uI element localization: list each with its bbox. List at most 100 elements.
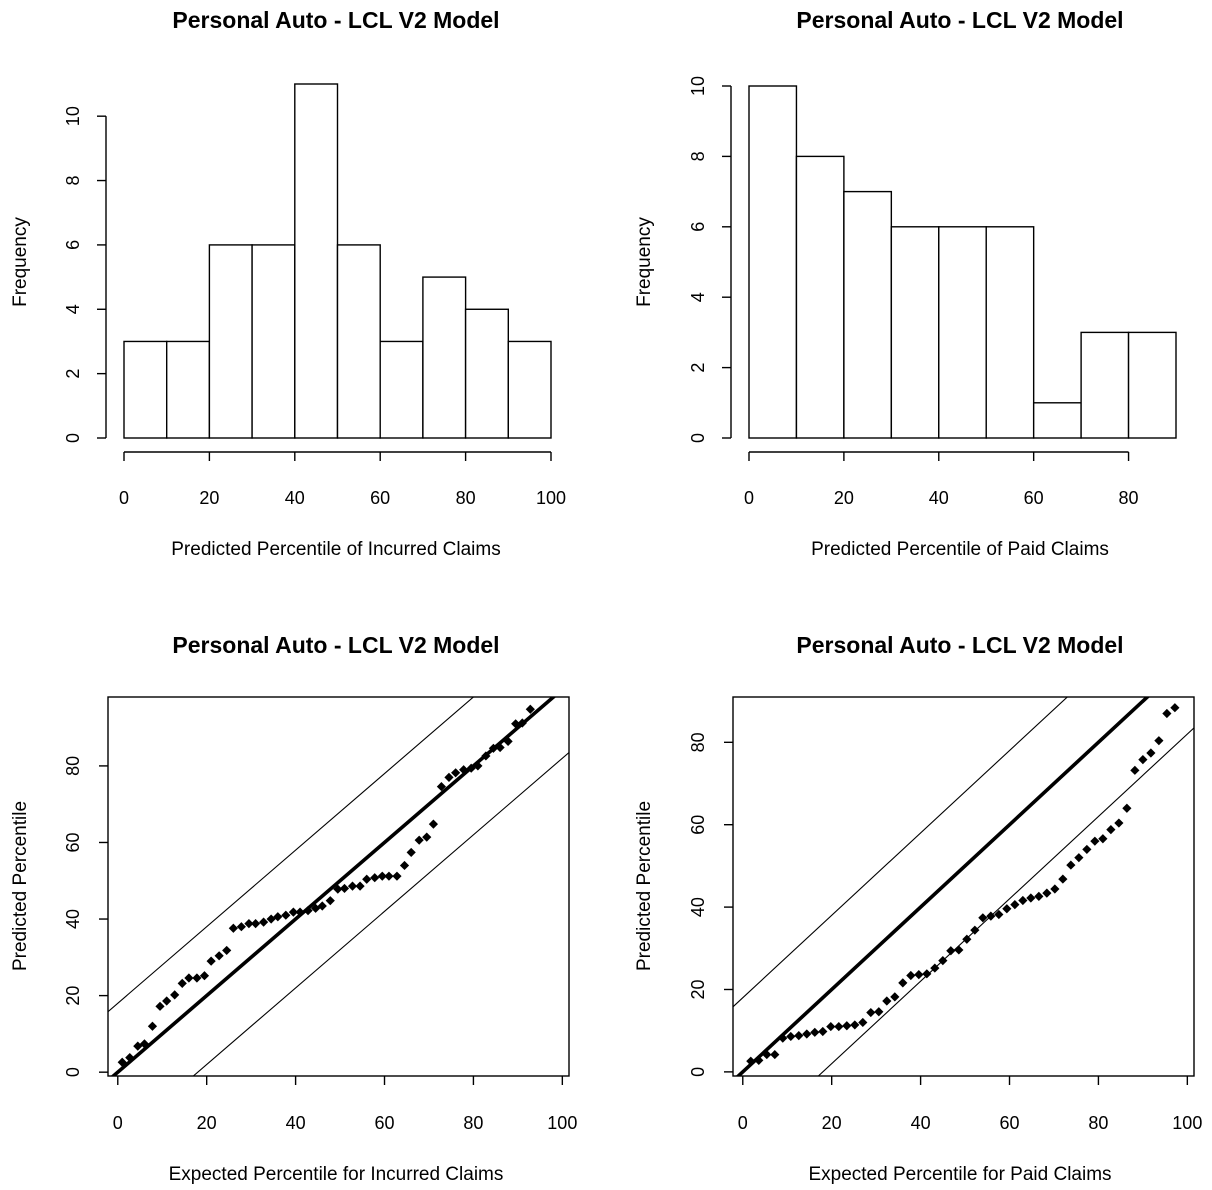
data-point: [818, 1026, 828, 1037]
data-point: [325, 896, 335, 906]
data-point: [946, 946, 956, 956]
data-point: [1130, 765, 1140, 775]
x-tick-label: 100: [1172, 1113, 1202, 1133]
plot-area: [733, 697, 1194, 1076]
data-point: [1122, 803, 1132, 813]
data-point: [1114, 818, 1124, 828]
data-point: [938, 956, 948, 966]
chart-title: Personal Auto - LCL V2 Model: [172, 7, 499, 33]
data-point: [802, 1029, 812, 1039]
y-axis-label: Predicted Percentile: [634, 801, 655, 971]
data-point: [978, 913, 988, 923]
y-tick-label: 6: [688, 222, 708, 232]
x-tick-label: 40: [911, 1113, 931, 1133]
data-point: [244, 919, 254, 929]
y-tick-label: 2: [688, 363, 708, 373]
x-tick-label: 60: [374, 1113, 394, 1133]
y-tick-label: 20: [63, 986, 83, 1006]
y-tick-label: 0: [63, 1067, 83, 1077]
data-point: [1170, 703, 1180, 713]
data-point: [1042, 888, 1052, 898]
histogram-bar: [1127, 331, 1177, 439]
y-tick-label: 8: [63, 176, 83, 186]
data-point: [1162, 708, 1172, 719]
data-point: [922, 969, 932, 979]
data-point: [842, 1021, 852, 1031]
y-tick-label: 10: [63, 106, 83, 126]
data-point: [362, 874, 372, 884]
data-point: [384, 871, 394, 881]
data-point: [436, 781, 447, 792]
x-axis-label: Expected Percentile for Paid Claims: [808, 1164, 1111, 1185]
x-tick-label: 0: [744, 488, 754, 508]
data-point: [155, 1001, 165, 1011]
chart-title: Personal Auto - LCL V2 Model: [796, 7, 1123, 33]
y-axis-label: Frequency: [10, 217, 31, 307]
data-point: [762, 1049, 772, 1060]
histogram-paid-panel: Personal Auto - LCL V2 Model Predicted P…: [634, 7, 1177, 560]
data-point: [451, 768, 461, 778]
y-tick-label: 2: [63, 369, 83, 379]
y-tick-label: 40: [63, 909, 83, 929]
data-point: [770, 1049, 780, 1060]
histogram-bar: [748, 85, 798, 439]
data-point: [1090, 836, 1100, 846]
scatter-incurred-panel: Personal Auto - LCL V2 Model Expected Pe…: [10, 632, 577, 1185]
x-tick-label: 0: [119, 488, 129, 508]
x-tick-label: 80: [1088, 1113, 1108, 1133]
histogram-bar: [251, 244, 296, 439]
tolerance-band-line: [192, 752, 569, 1076]
data-point: [184, 973, 194, 983]
y-tick-label: 4: [63, 304, 83, 314]
data-point: [1034, 891, 1044, 901]
x-tick-label: 20: [197, 1113, 217, 1133]
y-tick-label: 0: [688, 1067, 708, 1077]
data-point: [858, 1017, 868, 1028]
x-tick-label: 40: [286, 1113, 306, 1133]
data-point: [192, 973, 202, 983]
histogram-bar: [1032, 402, 1082, 439]
x-tick-label: 60: [1024, 488, 1044, 508]
x-tick-label: 40: [285, 488, 305, 508]
plot-frame: [732, 696, 1195, 1077]
data-point: [250, 919, 261, 929]
y-axis-label: Frequency: [634, 217, 655, 307]
x-tick-label: 0: [113, 1113, 123, 1133]
data-point: [481, 751, 491, 761]
data-point: [466, 763, 476, 773]
data-point: [355, 881, 365, 891]
data-point: [1082, 844, 1092, 855]
identity-line: [110, 697, 557, 1076]
tolerance-band-line: [817, 727, 1194, 1076]
data-point: [428, 819, 439, 829]
y-tick-label: 0: [63, 433, 83, 443]
x-tick-label: 20: [822, 1113, 842, 1133]
data-point: [794, 1031, 804, 1041]
tolerance-band-line: [733, 697, 1069, 1008]
data-point: [333, 884, 343, 894]
data-point: [228, 923, 238, 933]
data-point: [986, 911, 996, 921]
data-point: [746, 1056, 756, 1066]
y-axis-label: Predicted Percentile: [10, 801, 31, 971]
y-tick-label: 60: [688, 815, 708, 835]
data-point: [133, 1041, 143, 1051]
x-tick-label: 80: [456, 488, 476, 508]
histogram-bar: [336, 244, 381, 439]
data-point: [459, 765, 469, 775]
data-point: [288, 907, 298, 917]
histogram-bar: [379, 340, 424, 439]
data-point: [377, 871, 387, 881]
y-tick-label: 20: [688, 979, 708, 999]
histogram-bar: [938, 226, 987, 439]
chart-title: Personal Auto - LCL V2 Model: [172, 632, 499, 658]
data-point: [1146, 748, 1156, 758]
histogram-bar: [294, 83, 339, 439]
data-point: [399, 860, 410, 871]
data-point: [139, 1039, 150, 1049]
data-point: [1138, 755, 1148, 765]
data-point: [258, 917, 269, 927]
data-point: [1010, 900, 1020, 910]
x-tick-label: 80: [1119, 488, 1139, 508]
